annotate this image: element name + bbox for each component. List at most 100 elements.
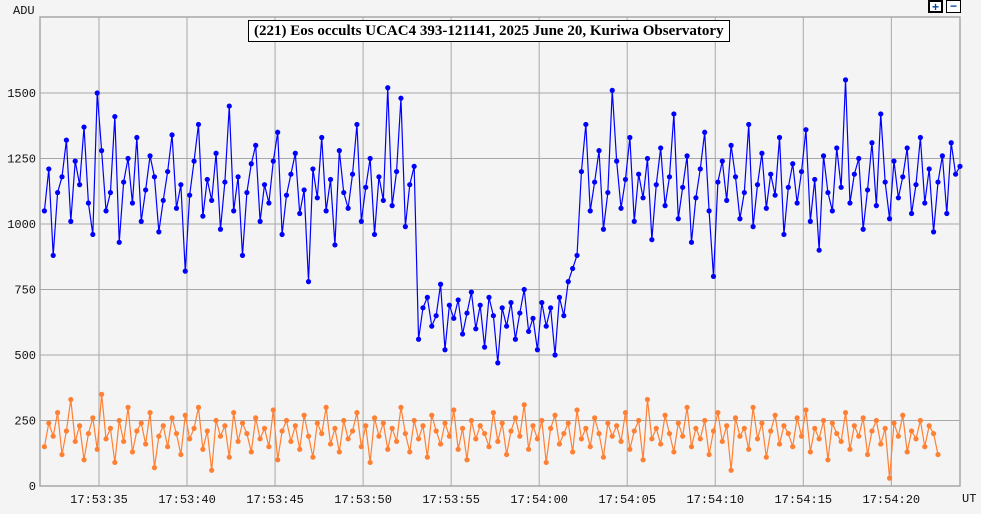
data-point [798, 433, 805, 439]
data-point [746, 121, 752, 128]
data-point [649, 237, 655, 243]
data-point [217, 433, 224, 439]
data-point [310, 166, 316, 172]
data-point [68, 396, 74, 403]
data-point [420, 423, 426, 429]
data-point [618, 438, 624, 445]
data-point [662, 203, 668, 209]
data-point [235, 174, 241, 180]
data-point [305, 279, 312, 285]
data-point [548, 305, 554, 311]
data-point [129, 449, 136, 455]
data-point [411, 417, 417, 424]
data-point [222, 179, 228, 185]
data-point [891, 158, 897, 164]
data-point [367, 459, 373, 466]
data-point [231, 410, 237, 416]
data-point [754, 182, 761, 188]
zoom-out-button[interactable]: − [946, 0, 961, 13]
data-point [627, 134, 633, 141]
data-point [415, 436, 422, 442]
data-point [319, 430, 325, 437]
data-point [807, 218, 813, 224]
data-point [248, 449, 254, 455]
data-point [107, 425, 114, 431]
data-point [578, 436, 585, 442]
data-point [261, 425, 268, 431]
data-point [191, 425, 197, 431]
data-point [847, 200, 853, 206]
data-point [332, 242, 338, 248]
data-point [420, 305, 426, 311]
data-point [125, 404, 131, 410]
data-point [217, 226, 224, 232]
data-point [680, 184, 686, 190]
x-tick-label: 17:53:55 [422, 493, 480, 507]
data-point [746, 446, 752, 452]
data-point [270, 158, 276, 164]
data-point [640, 457, 646, 463]
data-point [323, 404, 329, 410]
data-point [235, 438, 241, 445]
data-point [702, 417, 708, 424]
data-point [77, 423, 83, 429]
data-point [570, 265, 576, 272]
data-point [72, 158, 78, 164]
data-point [433, 428, 439, 434]
data-point [468, 417, 474, 424]
y-tick-label: 1500 [7, 87, 36, 101]
data-point [283, 417, 290, 424]
data-point [930, 229, 937, 235]
data-point [693, 195, 699, 201]
data-point [618, 205, 624, 211]
data-point [644, 155, 651, 162]
data-point [570, 449, 576, 455]
data-point [363, 184, 369, 190]
data-point [195, 404, 202, 410]
data-point [772, 192, 778, 198]
data-point [248, 161, 254, 167]
x-tick-label: 17:54:10 [686, 493, 744, 507]
data-point [341, 417, 347, 424]
data-point [301, 412, 307, 418]
data-point [922, 200, 928, 206]
zoom-in-button[interactable]: + [928, 0, 943, 13]
data-point [213, 417, 219, 424]
y-tick-label: 0 [29, 480, 36, 494]
data-point [209, 197, 215, 204]
data-point [825, 189, 831, 196]
data-point [860, 415, 866, 421]
data-point [715, 179, 721, 185]
data-point [305, 433, 312, 439]
data-point [178, 182, 184, 188]
data-point [517, 433, 523, 439]
data-point [415, 336, 422, 342]
x-tick-label: 17:54:15 [774, 493, 832, 507]
data-point [231, 208, 237, 214]
x-tick-label: 17:53:35 [70, 493, 128, 507]
data-point [548, 425, 554, 431]
data-point [486, 444, 492, 450]
data-point [261, 182, 268, 188]
data-point [596, 148, 602, 154]
data-point [94, 446, 100, 452]
data-point [653, 182, 659, 188]
data-point [349, 171, 356, 177]
data-point [85, 430, 92, 437]
data-point [653, 425, 659, 431]
data-point [666, 430, 673, 437]
data-point [495, 360, 501, 366]
data-point [719, 438, 725, 445]
data-point [314, 195, 320, 201]
chart-title: (221) Eos occults UCAC4 393-121141, 2025… [248, 20, 730, 42]
data-point [649, 436, 655, 442]
data-point [724, 197, 730, 204]
data-point [728, 142, 734, 148]
data-point [94, 90, 100, 96]
data-point [424, 454, 430, 460]
data-point [275, 457, 281, 463]
data-point [609, 87, 615, 93]
data-point [856, 155, 862, 162]
data-point [631, 218, 637, 224]
